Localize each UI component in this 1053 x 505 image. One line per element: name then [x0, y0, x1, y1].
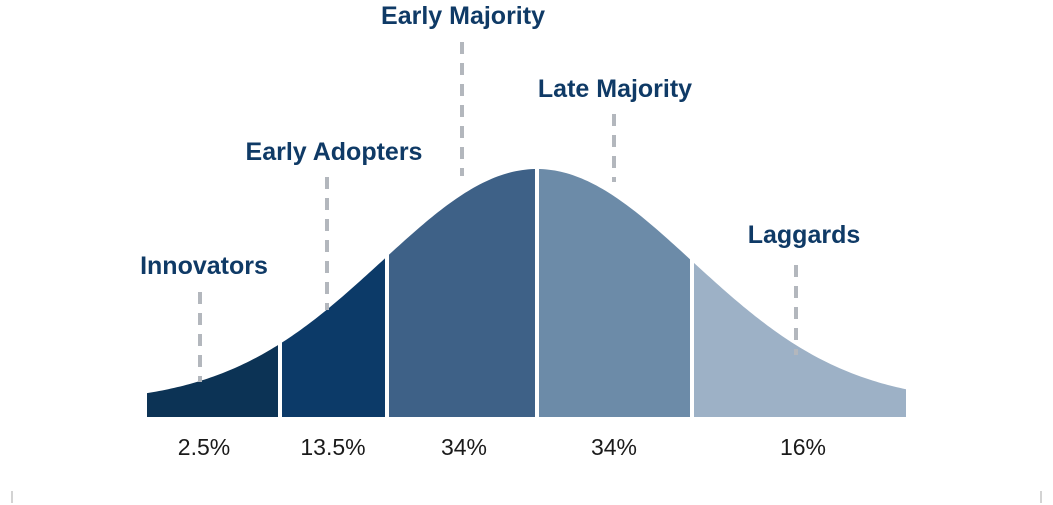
percentage-labels: 2.5% 13.5% 34% 34% 16%	[178, 434, 826, 460]
share-early-majority: 34%	[441, 434, 487, 460]
share-late-majority: 34%	[591, 434, 637, 460]
share-laggards: 16%	[780, 434, 826, 460]
curve-segments	[147, 169, 906, 417]
segment-laggards	[692, 261, 906, 417]
category-labels: Innovators Early Adopters Early Majority…	[140, 2, 860, 280]
share-early-adopters: 13.5%	[300, 434, 365, 460]
segment-early-adopters	[280, 256, 387, 417]
segment-innovators	[147, 343, 280, 417]
label-early-adopters: Early Adopters	[246, 138, 423, 166]
label-early-majority: Early Majority	[381, 2, 545, 30]
label-late-majority: Late Majority	[538, 75, 692, 103]
segment-early-majority	[387, 169, 537, 417]
segment-dividers	[278, 167, 694, 417]
leader-lines	[198, 42, 798, 382]
share-innovators: 2.5%	[178, 434, 230, 460]
segment-late-majority	[537, 169, 692, 417]
label-innovators: Innovators	[140, 252, 268, 280]
label-laggards: Laggards	[748, 221, 861, 249]
